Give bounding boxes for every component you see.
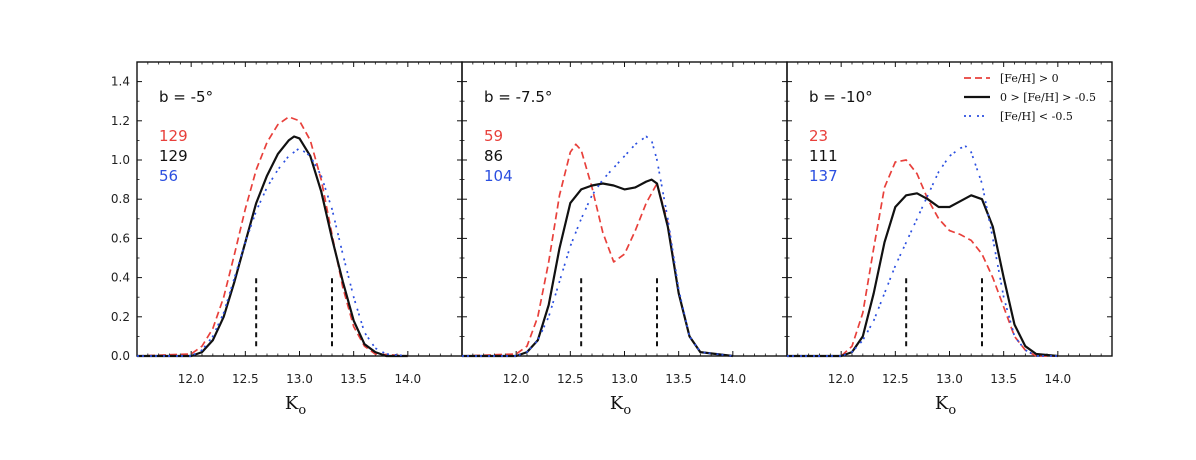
series-line-1: [461, 143, 733, 357]
x-tick-label: 12.0: [828, 372, 855, 386]
x-tick-label: 12.0: [178, 372, 205, 386]
series-line-1: [136, 116, 408, 357]
x-tick-label: 13.5: [990, 372, 1017, 386]
y-tick-label: 0.8: [111, 192, 130, 206]
x-tick-label: 14.0: [719, 372, 746, 386]
x-axis-label-main: K: [935, 393, 949, 414]
x-tick-label: 13.0: [936, 372, 963, 386]
x-axis-label-subscript: o: [948, 403, 956, 418]
y-tick-label: 1.2: [111, 114, 130, 128]
x-axis-label: Ko: [935, 393, 956, 418]
y-tick-label: 0.0: [111, 349, 130, 363]
count-label: 129: [159, 127, 188, 145]
legend-label: 0 > [Fe/H] > -0.5: [1000, 91, 1096, 104]
panel-frame: [461, 61, 788, 357]
x-tick-label: 13.5: [340, 372, 367, 386]
x-tick-label: 12.5: [232, 372, 259, 386]
count-label: 104: [484, 167, 513, 185]
x-tick-label: 13.0: [286, 372, 313, 386]
x-tick-label: 14.0: [394, 372, 421, 386]
legend-label: [Fe/H] < -0.5: [1000, 110, 1073, 123]
panel-1: 12.0 12.5 13.0 13.5 14.0 0.0 0.2 0.4 0.6 0.8 1.0 1.…: [111, 61, 463, 418]
panel-title: b = -5°: [159, 88, 213, 106]
series-line-2: [462, 178, 733, 358]
legend: [Fe/H] > 0 0 > [Fe/H] > -0.5 [Fe/H] < -0.5: [964, 72, 1096, 123]
x-axis-label: Ko: [285, 393, 306, 418]
y-tick-label: 0.4: [111, 271, 130, 285]
panel-title: b = -10°: [809, 88, 873, 106]
count-label: 137: [809, 167, 838, 185]
series-line-3: [787, 145, 1058, 357]
x-tick-label: 12.5: [557, 372, 584, 386]
panel-3: 12.0 12.5 13.0 13.5 14.0 b = -10° 23 111 137 Ko [F…: [786, 61, 1113, 418]
x-axis-label-main: K: [610, 393, 624, 414]
x-tick-label: 12.0: [503, 372, 530, 386]
x-tick-label: 12.5: [882, 372, 909, 386]
legend-label: [Fe/H] > 0: [1000, 72, 1059, 85]
count-label: 111: [809, 147, 838, 165]
count-label: 23: [809, 127, 828, 145]
x-axis-label-subscript: o: [298, 403, 306, 418]
panel-title: b = -7.5°: [484, 88, 552, 106]
count-label: 59: [484, 127, 503, 145]
series-line-3: [137, 147, 408, 357]
x-tick-label: 14.0: [1044, 372, 1071, 386]
y-tick-label: 0.6: [111, 231, 130, 245]
y-tick-label: 1.0: [111, 153, 130, 167]
x-axis-label-main: K: [285, 393, 299, 414]
series-line-2: [137, 135, 408, 358]
count-label: 86: [484, 147, 503, 165]
panel-frame: [786, 61, 1113, 357]
x-tick-label: 13.5: [665, 372, 692, 386]
series-line-1: [787, 159, 1058, 357]
series-line-2: [787, 192, 1058, 358]
x-tick-label: 13.0: [611, 372, 638, 386]
panel-2: 12.0 12.5 13.0 13.5 14.0 b = -7.5° 59 86 104 Ko: [461, 61, 788, 418]
count-label: 129: [159, 147, 188, 165]
count-label: 56: [159, 167, 178, 185]
panel-frame: [136, 61, 463, 357]
y-tick-label: 0.2: [111, 310, 130, 324]
x-axis-label-subscript: o: [623, 403, 631, 418]
y-tick-label: 1.4: [111, 75, 130, 89]
x-axis-label: Ko: [610, 393, 631, 418]
